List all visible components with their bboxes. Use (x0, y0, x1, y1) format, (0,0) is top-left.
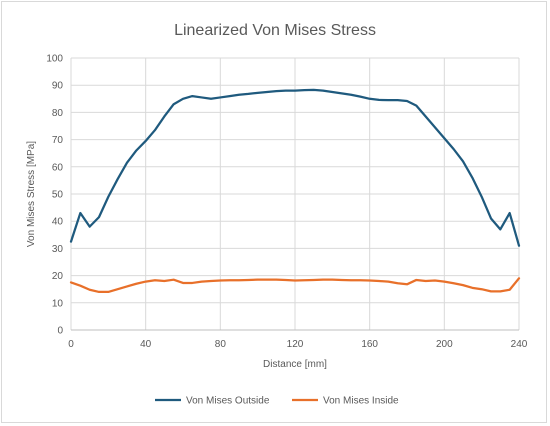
tick-labels: 0 10 20 30 40 50 60 70 80 90 100 0 40 80 120 160 200 240 (46, 54, 527, 351)
x-tick-label: 80 (215, 339, 227, 350)
x-tick-label: 0 (68, 339, 74, 350)
y-tick-label: 80 (52, 108, 64, 119)
y-tick-label: 70 (52, 135, 64, 146)
x-tick-label: 40 (140, 339, 152, 350)
y-tick-label: 60 (52, 162, 64, 173)
legend-label: Von Mises Inside (323, 396, 399, 407)
y-tick-label: 10 (52, 298, 64, 309)
series-lines (69, 88, 521, 294)
y-tick-label: 90 (52, 81, 64, 92)
x-tick-label: 160 (361, 339, 378, 350)
x-tick-label: 120 (287, 339, 304, 350)
y-tick-label: 0 (57, 326, 63, 337)
legend-label: Von Mises Outside (186, 396, 270, 407)
x-axis-title: Distance [mm] (263, 359, 327, 370)
x-tick-label: 240 (511, 339, 528, 350)
y-tick-label: 40 (52, 217, 64, 228)
series-line-inside (69, 277, 521, 294)
y-tick-label: 100 (46, 54, 63, 65)
y-axis-title: Von Mises Stress [MPa] (26, 141, 37, 247)
gridlines (70, 57, 520, 330)
series-line-outside (69, 88, 521, 247)
y-tick-label: 30 (52, 244, 64, 255)
y-tick-label: 20 (52, 271, 64, 282)
y-tick-label: 50 (52, 190, 64, 201)
legend: Von Mises Outside Von Mises Inside (155, 396, 399, 407)
chart-title: Linearized Von Mises Stress (174, 22, 376, 39)
x-tick-label: 200 (436, 339, 453, 350)
